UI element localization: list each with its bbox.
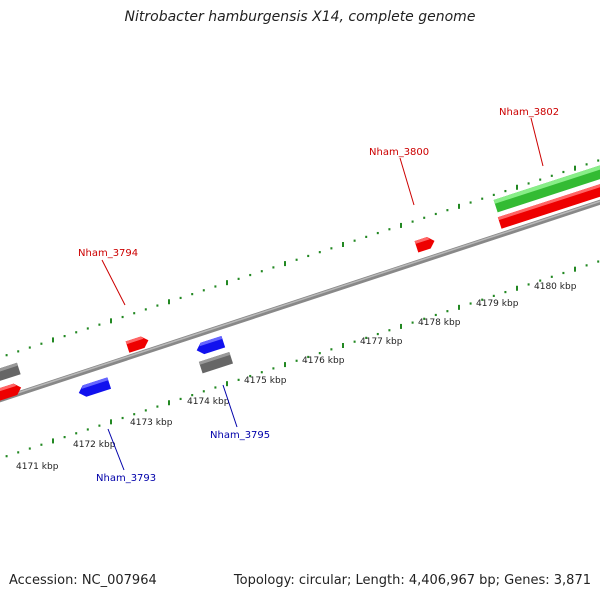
kbp-label: 4172 kbp — [73, 440, 116, 450]
kbp-label: 4180 kbp — [534, 282, 577, 292]
gene-label-nham-3794[interactable]: Nham_3794 — [78, 248, 138, 259]
leader-nham-3793 — [107, 428, 125, 471]
genome-info-text: Topology: circular; Length: 4,406,967 bp… — [233, 573, 591, 588]
genome-backbone-highlight — [0, 200, 600, 400]
gene-feature-nham-3800[interactable] — [414, 235, 437, 253]
gene-feature-nham-3802[interactable] — [497, 180, 600, 229]
gene-feature-grey-left[interactable] — [0, 362, 21, 386]
kbp-label: 4177 kbp — [360, 337, 403, 347]
gene-label-nham-3800[interactable]: Nham_3800 — [369, 147, 429, 158]
leader-nham-3800 — [399, 157, 415, 206]
kbp-label: 4173 kbp — [130, 418, 173, 428]
leader-nham-3802 — [530, 117, 544, 167]
kbp-label: 4179 kbp — [476, 299, 519, 309]
leader-nham-3795 — [222, 384, 238, 428]
gene-feature-red-left[interactable] — [0, 382, 23, 405]
accession-text: Accession: NC_007964 — [9, 573, 157, 588]
lower-tick-row — [5, 260, 600, 458]
kbp-label: 4171 kbp — [16, 462, 59, 472]
genome-backbone — [0, 199, 600, 403]
gene-feature-nham-3802-rna[interactable] — [493, 162, 600, 213]
gene-feature-nham-3793[interactable] — [77, 377, 112, 398]
leader-nham-3794 — [101, 259, 126, 306]
kbp-label: 4176 kbp — [302, 356, 345, 366]
gene-feature-nham-3794[interactable] — [125, 335, 151, 353]
kbp-label: 4175 kbp — [244, 376, 287, 386]
gene-label-nham-3793[interactable]: Nham_3793 — [96, 473, 156, 484]
gene-label-nham-3802[interactable]: Nham_3802 — [499, 107, 559, 118]
gene-label-nham-3795[interactable]: Nham_3795 — [210, 430, 270, 441]
kbp-label: 4174 kbp — [187, 397, 230, 407]
upper-tick-row — [5, 159, 600, 357]
map-title: Nitrobacter hamburgensis X14, complete g… — [124, 9, 476, 25]
gene-feature-grey-3795[interactable] — [198, 352, 234, 374]
kbp-label: 4178 kbp — [418, 318, 461, 328]
kbp-scale-labels: 4171 kbp 4172 kbp 4173 kbp 4174 kbp 4175… — [16, 282, 577, 472]
gene-feature-nham-3795[interactable] — [195, 335, 226, 356]
gene-labels: Nham_3794 Nham_3800 Nham_3802 Nham_3793 … — [78, 107, 559, 484]
gene-features — [0, 162, 600, 405]
gene-label-leaders — [101, 117, 544, 471]
